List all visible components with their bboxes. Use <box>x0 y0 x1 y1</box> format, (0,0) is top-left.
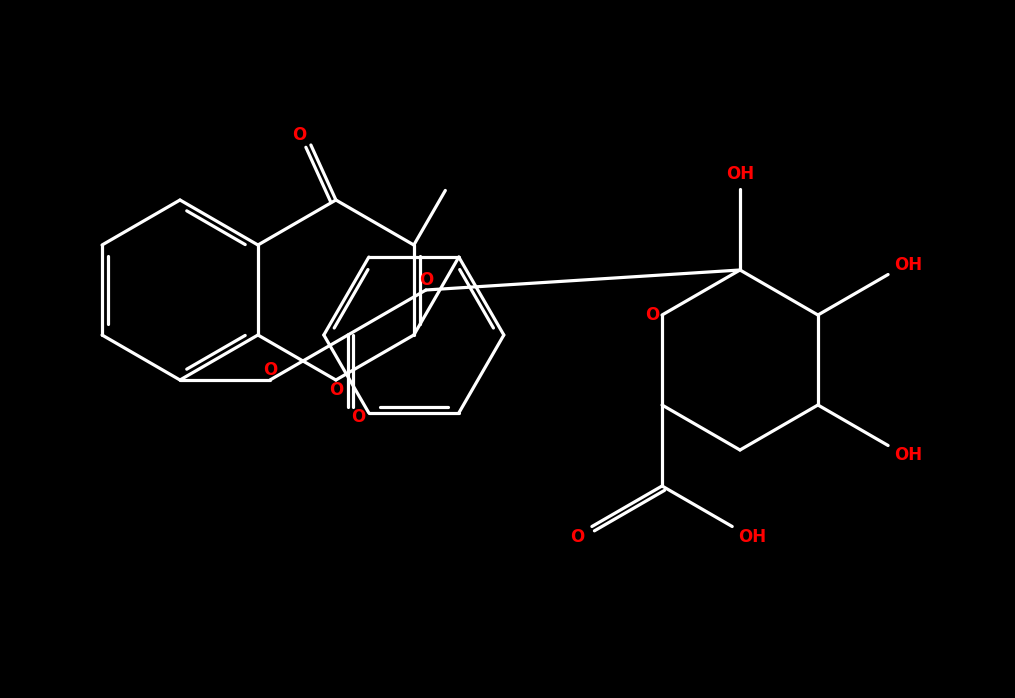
Text: O: O <box>351 408 365 426</box>
Text: OH: OH <box>894 447 923 464</box>
Text: O: O <box>291 126 306 144</box>
Text: O: O <box>569 528 584 546</box>
Text: O: O <box>329 381 343 399</box>
Text: OH: OH <box>894 255 923 274</box>
Text: O: O <box>419 271 433 289</box>
Text: OH: OH <box>726 165 754 183</box>
Text: O: O <box>645 306 659 324</box>
Text: O: O <box>263 361 277 379</box>
Text: OH: OH <box>738 528 766 546</box>
